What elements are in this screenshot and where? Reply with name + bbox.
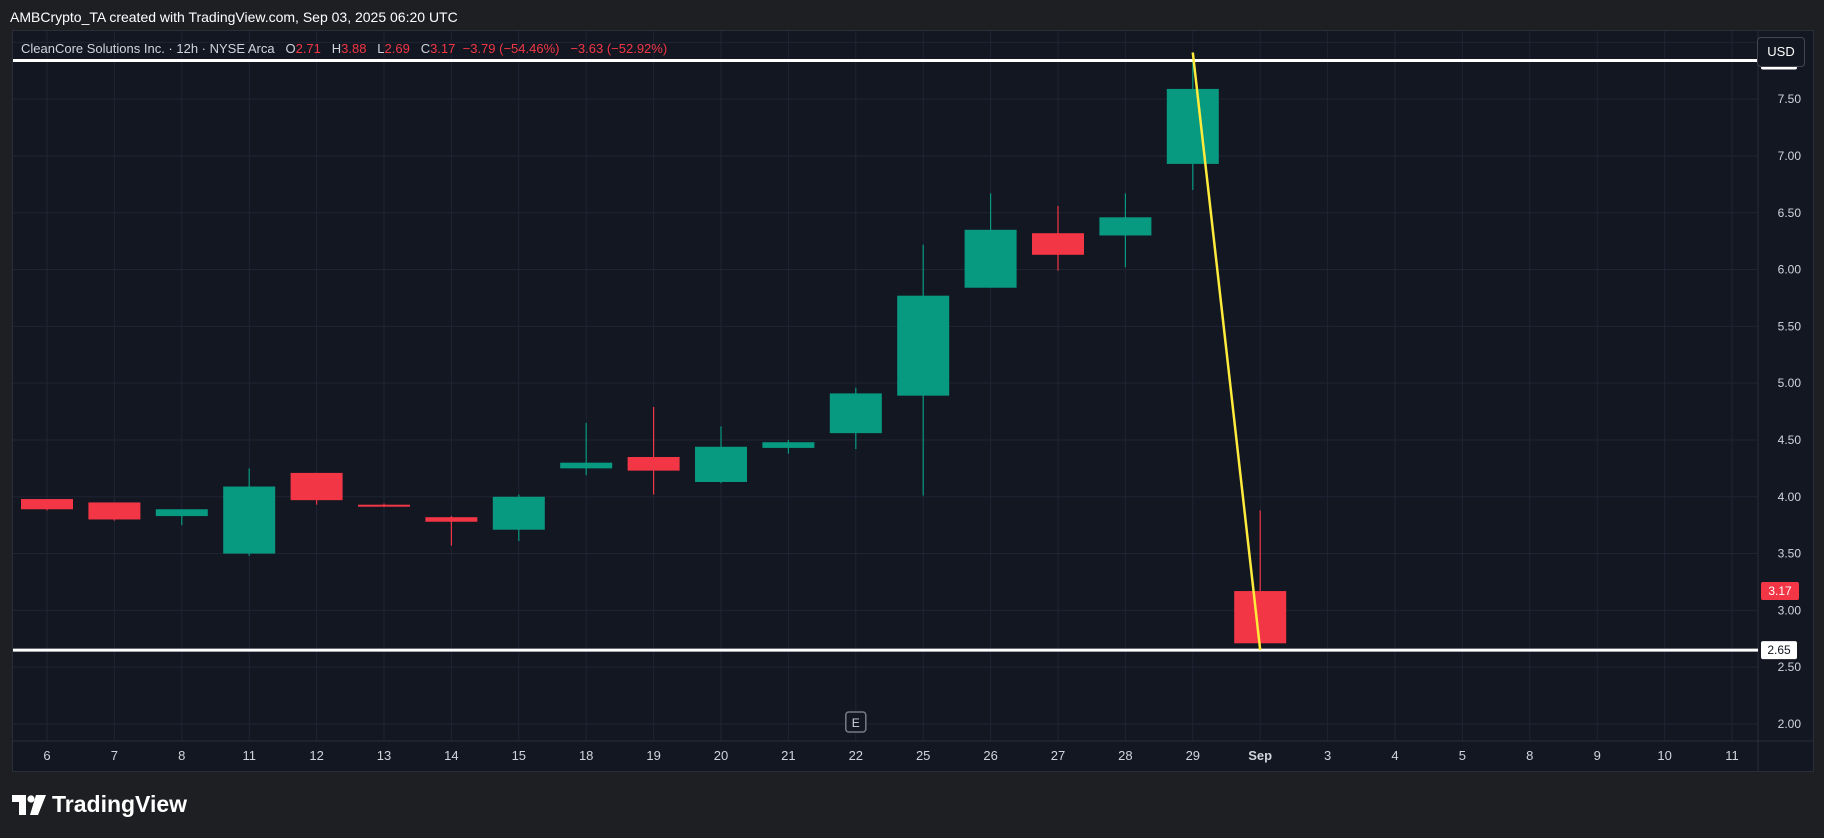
x-tick-label: 11 [1725, 748, 1739, 763]
symbol-legend: CleanCore Solutions Inc. · 12h · NYSE Ar… [21, 41, 667, 56]
y-tick-label: 4.00 [1778, 490, 1802, 504]
candle-body-up[interactable] [1166, 88, 1219, 164]
last-price-tag [1761, 582, 1799, 601]
trend-line[interactable] [1191, 52, 1262, 651]
y-tick-label: 4.50 [1778, 433, 1802, 447]
tradingview-logo-text: TradingView [52, 791, 188, 817]
y-tick-label: 7.00 [1778, 149, 1802, 163]
candle-body-down[interactable] [627, 457, 680, 471]
earnings-event-marker[interactable] [845, 711, 867, 733]
candle-body-up[interactable] [897, 295, 950, 396]
x-tick-label: 19 [646, 748, 660, 763]
last-price-label: 3.17 [1768, 584, 1792, 598]
level-price-tag [1761, 641, 1797, 660]
x-tick-label: 27 [1051, 748, 1065, 763]
candle-body-down[interactable] [358, 504, 410, 507]
chart-caption: AMBCrypto_TA created with TradingView.co… [10, 9, 458, 25]
candle-body-down[interactable] [1032, 233, 1084, 255]
candle-body-up[interactable] [964, 229, 1017, 288]
x-tick-label: Sep [1248, 748, 1272, 763]
currency-button[interactable]: USD [1757, 37, 1805, 67]
tradingview-logo-icon [12, 794, 46, 815]
change-value: −3.79 (−54.46%) [462, 41, 560, 56]
candle-body-up[interactable] [492, 496, 545, 530]
candle-body-up[interactable] [155, 509, 208, 517]
high-label: H [331, 41, 342, 56]
y-tick-label: 3.00 [1778, 603, 1802, 617]
x-tick-label: 28 [1118, 748, 1132, 763]
x-tick-label: 22 [849, 748, 863, 763]
x-tick-label: 15 [512, 748, 526, 763]
candle-body-down[interactable] [88, 502, 141, 520]
x-tick-label: 29 [1186, 748, 1200, 763]
open-label: O [285, 41, 296, 56]
close-label: C [420, 41, 431, 56]
open-value: 2.71 [295, 41, 321, 56]
candle-body-up[interactable] [762, 442, 815, 448]
chart-pane[interactable]: 2.00 2.50 3.00 3.50 4.00 4.50 5.00 5.50 6.00 6.50… [12, 30, 1814, 772]
candle-body-down[interactable] [1234, 591, 1287, 644]
y-tick-label: 6.00 [1778, 263, 1802, 277]
x-tick-label: 11 [242, 748, 256, 763]
candle-body-up[interactable] [829, 393, 882, 434]
x-tick-label: 20 [714, 748, 728, 763]
y-tick-label: 5.00 [1778, 376, 1802, 390]
x-tick-label: 5 [1459, 748, 1466, 763]
low-label: L [377, 41, 385, 56]
close-value: 3.17 [430, 41, 456, 56]
tradingview-logo[interactable]: TradingView [12, 791, 187, 818]
change-value-alt: −3.63 (−52.92%) [570, 41, 668, 56]
candle-body-down[interactable] [21, 499, 73, 510]
y-tick-label: 2.00 [1778, 717, 1802, 731]
x-tick-label: 8 [1526, 748, 1533, 763]
x-tick-label: 6 [43, 748, 50, 763]
candle-body-up[interactable] [695, 446, 747, 482]
y-tick-label: 2.50 [1778, 660, 1802, 674]
y-tick-label: 3.50 [1778, 547, 1802, 561]
x-tick-label: 9 [1594, 748, 1601, 763]
x-tick-label: 14 [444, 748, 458, 763]
price-chart[interactable]: 2.00 2.50 3.00 3.50 4.00 4.50 5.00 5.50 6.00 6.50… [13, 31, 1813, 771]
x-tick-label: 4 [1391, 748, 1398, 763]
x-tick-label: 7 [111, 748, 118, 763]
y-tick-label: 7.50 [1778, 92, 1802, 106]
high-value: 3.88 [341, 41, 367, 56]
earnings-event-label: E [852, 716, 860, 730]
low-value: 2.69 [384, 41, 410, 56]
x-tick-label: 13 [377, 748, 391, 763]
y-tick-label: 6.50 [1778, 206, 1802, 220]
level-price-label: 2.65 [1767, 643, 1791, 657]
x-tick-label: 26 [983, 748, 997, 763]
candle-body-down[interactable] [425, 517, 478, 522]
x-tick-label: 3 [1324, 748, 1331, 763]
symbol-name: CleanCore Solutions Inc. · 12h · NYSE Ar… [21, 41, 275, 56]
x-tick-label: 8 [178, 748, 185, 763]
candle-body-up[interactable] [223, 486, 276, 554]
candle-body-up[interactable] [560, 462, 613, 469]
candle-body-up[interactable] [1099, 217, 1152, 236]
x-tick-label: 12 [309, 748, 323, 763]
y-tick-label: 5.50 [1778, 319, 1802, 333]
x-tick-label: 18 [579, 748, 593, 763]
x-tick-label: 10 [1657, 748, 1671, 763]
x-tick-label: 25 [916, 748, 930, 763]
candle-body-down[interactable] [290, 472, 343, 501]
x-tick-label: 21 [781, 748, 795, 763]
